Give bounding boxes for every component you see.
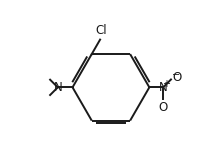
Text: +: + <box>162 79 170 89</box>
Text: Cl: Cl <box>95 24 107 37</box>
Text: −: − <box>172 70 180 80</box>
Text: O: O <box>159 101 168 114</box>
Text: N: N <box>159 81 168 94</box>
Text: O: O <box>173 71 182 84</box>
Text: N: N <box>53 81 62 94</box>
